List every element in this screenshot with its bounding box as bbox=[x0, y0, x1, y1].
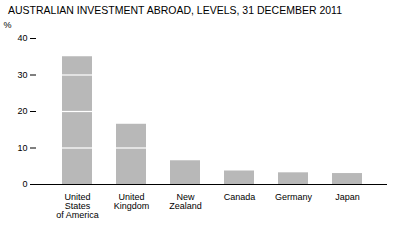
svg-text:40: 40 bbox=[17, 33, 27, 43]
svg-text:30: 30 bbox=[17, 70, 27, 80]
svg-text:UnitedKingdom: UnitedKingdom bbox=[114, 192, 150, 211]
svg-text:10: 10 bbox=[17, 143, 27, 153]
svg-text:Canada: Canada bbox=[224, 192, 256, 202]
svg-text:NewZealand: NewZealand bbox=[169, 192, 202, 211]
svg-text:%: % bbox=[4, 20, 12, 30]
html-text:AUSTRALIAN INVESTMENT ABROAD,: AUSTRALIAN INVESTMENT ABROAD, LEVELS, 31… bbox=[8, 4, 342, 16]
svg-text:Germany: Germany bbox=[275, 192, 313, 202]
svg-text:20: 20 bbox=[17, 106, 27, 116]
svg-text:UnitedStatesof America: UnitedStatesof America bbox=[56, 192, 99, 220]
svg-text:Japan: Japan bbox=[335, 192, 360, 202]
svg-text:0: 0 bbox=[22, 179, 27, 189]
